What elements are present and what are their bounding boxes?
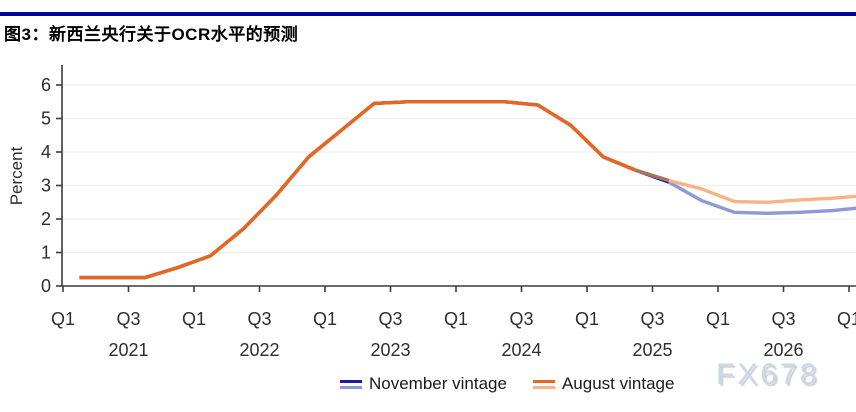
x-year-label: 2026 (763, 340, 803, 360)
y-tick-label: 3 (41, 176, 51, 196)
y-tick-label: 5 (41, 109, 51, 129)
axis-labels: 0 1 2 3 4 5 6 Q1 Q3 Q1 Q3 Q1 Q3 Q1 Q3 Q1 Q3 Q1 Q3 Q1 2021 202… (41, 75, 856, 360)
x-year-label: 2023 (370, 340, 410, 360)
x-tick-label: Q1 (182, 309, 206, 329)
gridlines (62, 84, 856, 254)
y-tick-label: 2 (41, 209, 51, 229)
x-tick-label: Q1 (837, 309, 856, 329)
x-tick-label: Q1 (706, 309, 730, 329)
november-history-line (79, 100, 670, 280)
y-tick-label: 4 (41, 142, 51, 162)
x-tick-label: Q3 (116, 309, 140, 329)
legend-item-november: November vintage (340, 374, 507, 394)
x-tick-label: Q3 (509, 309, 533, 329)
legend-label-november: November vintage (369, 374, 507, 393)
august-line-swatch (532, 379, 555, 389)
november-line-swatch (340, 379, 362, 389)
x-tick-label: Q3 (640, 309, 664, 329)
x-tick-label: Q1 (51, 309, 75, 329)
x-year-label: 2024 (501, 340, 541, 360)
header-rule (0, 12, 856, 16)
november-forecast-line (668, 180, 856, 216)
fx678-watermark: FX678 (716, 358, 820, 391)
y-tick-label: 0 (41, 276, 51, 296)
y-axis-title: Percent (7, 146, 26, 205)
x-tick-label: Q3 (771, 309, 795, 329)
x-year-label: 2025 (632, 340, 672, 360)
figure-title: 图3：新西兰央行关于OCR水平的预测 (4, 25, 299, 44)
x-tick-label: Q1 (444, 309, 468, 329)
x-tick-label: Q3 (247, 309, 271, 329)
legend-item-august: August vintage (532, 374, 675, 394)
y-tick-label: 1 (41, 243, 51, 263)
x-tick-label: Q3 (378, 309, 402, 329)
august-history-line (79, 100, 637, 280)
line-series (79, 100, 856, 280)
x-year-label: 2021 (108, 340, 148, 360)
august-forecast-line (635, 168, 856, 205)
axes (56, 65, 856, 292)
x-tick-label: Q1 (313, 309, 337, 329)
y-tick-label: 6 (41, 75, 51, 95)
legend-label-august: August vintage (561, 374, 675, 393)
chart-legend: November vintage August vintage (340, 374, 674, 394)
x-tick-label: Q1 (575, 309, 599, 329)
x-year-label: 2022 (239, 340, 279, 360)
vintage-overlap-segment (635, 168, 670, 183)
